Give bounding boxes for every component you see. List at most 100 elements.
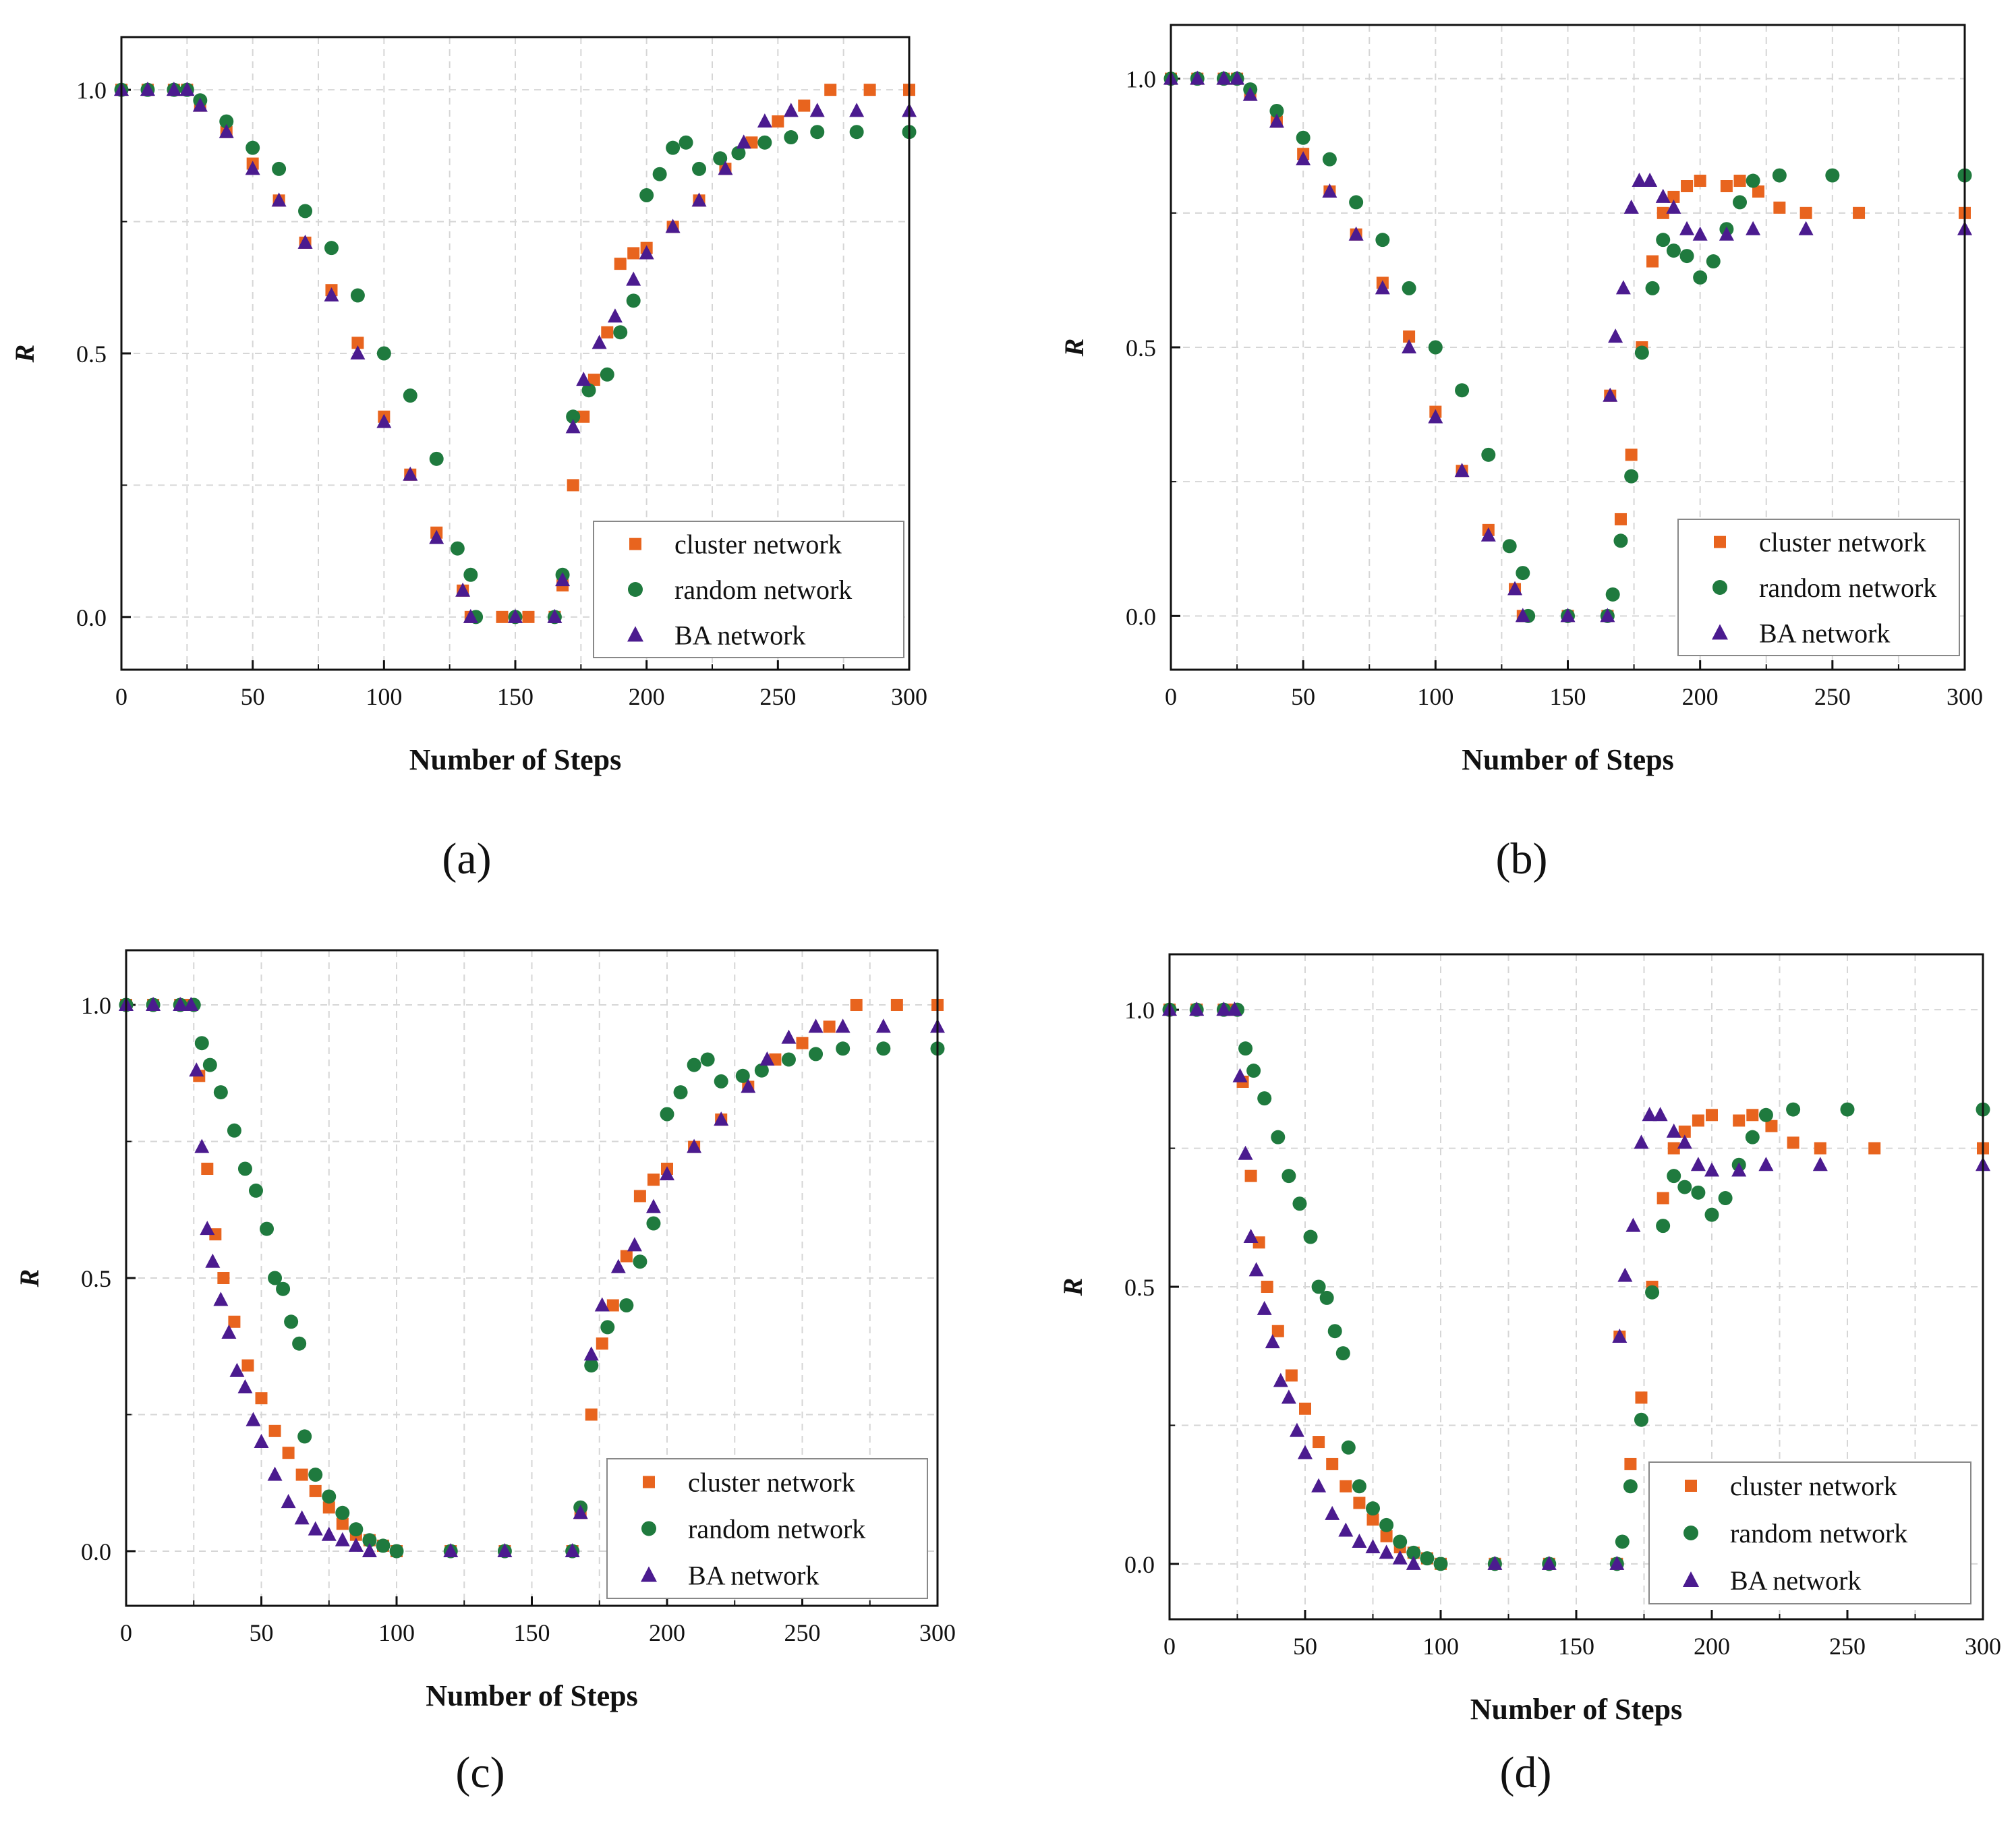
y-axis-title: R <box>14 1269 45 1288</box>
data-point-square <box>1868 1142 1881 1155</box>
data-point-square <box>282 1447 295 1459</box>
panel-caption: (b) <box>1496 834 1548 883</box>
data-point-circle <box>429 451 444 466</box>
data-point-circle <box>1455 383 1470 398</box>
data-point-triangle <box>213 1292 229 1306</box>
data-point-triangle <box>429 529 444 544</box>
y-tick-label: 0.5 <box>1126 335 1156 361</box>
data-point-triangle <box>783 103 799 117</box>
data-point-triangle <box>271 192 287 207</box>
data-point-circle <box>1269 103 1284 118</box>
data-point-circle <box>362 1533 377 1548</box>
legend-label: random network <box>674 575 852 605</box>
data-point-triangle <box>166 82 181 96</box>
data-point-circle <box>1693 270 1708 285</box>
legend-marker-triangle <box>1712 624 1728 640</box>
x-tick-label: 150 <box>514 1619 550 1646</box>
data-point-triangle <box>626 271 641 286</box>
x-tick-label: 300 <box>1947 683 1983 710</box>
data-point-triangle <box>335 1532 350 1546</box>
data-point-circle <box>600 367 614 382</box>
data-point-triangle <box>781 1029 797 1044</box>
data-point-triangle <box>1325 1505 1340 1520</box>
data-point-square <box>772 115 784 128</box>
data-point-square <box>1657 206 1669 219</box>
data-point-circle <box>1502 539 1517 554</box>
data-point-circle <box>1292 1196 1307 1211</box>
data-point-circle <box>1238 1041 1253 1056</box>
data-point-circle <box>1433 1557 1448 1571</box>
series-group <box>114 82 917 625</box>
data-point-square <box>606 1299 619 1312</box>
data-point-triangle <box>173 997 188 1011</box>
data-point-circle <box>1677 1180 1692 1194</box>
data-point-circle <box>1481 447 1496 462</box>
plot-frame <box>1170 24 1966 671</box>
data-point-square <box>1271 1325 1284 1337</box>
data-point-circle <box>1271 1130 1286 1144</box>
data-point-circle <box>1327 1324 1342 1339</box>
data-point-circle <box>219 114 234 129</box>
data-point-square <box>1681 180 1694 192</box>
legend-marker-triangle <box>641 1566 657 1582</box>
data-point-triangle <box>1189 1002 1205 1016</box>
y-tick-label: 0.0 <box>81 1538 111 1565</box>
data-point-square <box>1746 1109 1759 1122</box>
data-point-circle <box>646 1216 661 1231</box>
data-point-triangle <box>281 1494 296 1509</box>
panel-caption: (d) <box>1500 1748 1552 1797</box>
series-group <box>1162 1002 1990 1571</box>
data-point-circle <box>1311 1279 1326 1294</box>
legend-marker-square <box>629 538 641 550</box>
data-point-circle <box>566 409 581 424</box>
data-point-circle <box>810 125 825 140</box>
data-point-square <box>1787 1136 1799 1149</box>
data-point-square <box>336 1517 349 1530</box>
data-point-square <box>596 1337 608 1350</box>
data-point-triangle <box>1338 1522 1354 1537</box>
data-point-triangle <box>1311 1478 1327 1492</box>
data-point-triangle <box>1634 1134 1649 1149</box>
legend: cluster network random network BA network <box>606 1458 928 1599</box>
data-point-triangle <box>573 1505 588 1519</box>
data-point-square <box>1299 1402 1311 1415</box>
data-point-triangle <box>576 372 592 386</box>
data-point-triangle <box>592 335 607 349</box>
data-point-triangle <box>1322 183 1337 198</box>
data-point-circle <box>781 1052 796 1067</box>
data-point-triangle <box>1625 1217 1641 1232</box>
x-tick-label: 50 <box>241 683 265 710</box>
x-tick-label: 0 <box>115 683 127 710</box>
x-tick-label: 200 <box>649 1619 685 1646</box>
x-tick-label: 200 <box>629 683 665 710</box>
data-point-square <box>796 1037 809 1049</box>
data-point-triangle <box>687 1138 702 1153</box>
data-point-triangle <box>1731 1162 1747 1177</box>
data-point-triangle <box>555 572 571 587</box>
x-tick-label: 100 <box>378 1619 415 1646</box>
data-point-triangle <box>875 1018 891 1033</box>
data-point-triangle <box>294 1510 310 1525</box>
data-point-circle <box>735 1068 750 1083</box>
data-point-triangle <box>565 1543 580 1557</box>
data-point-triangle <box>610 1258 626 1273</box>
panel-d: 0 50 100 150 200 250 300 0.0 0.5 1.0 cluster netwo… <box>1058 953 2001 1797</box>
data-point-triangle <box>1655 188 1671 203</box>
series-group <box>1163 70 1972 623</box>
data-point-triangle <box>1289 1422 1304 1437</box>
data-point-circle <box>652 167 667 181</box>
data-point-circle <box>284 1314 299 1329</box>
data-point-circle <box>731 146 746 161</box>
data-point-triangle <box>1603 387 1618 402</box>
data-point-triangle <box>849 103 865 117</box>
data-point-circle <box>673 1085 688 1100</box>
legend-label: cluster network <box>674 529 842 560</box>
legend-label: BA network <box>1730 1565 1861 1596</box>
data-point-square <box>255 1392 268 1405</box>
data-point-circle <box>268 1271 283 1285</box>
data-point-triangle <box>1609 1555 1625 1570</box>
data-point-triangle <box>1238 1145 1253 1160</box>
panel-caption: (c) <box>455 1748 505 1797</box>
data-point-square <box>351 337 364 349</box>
data-point-triangle <box>1623 199 1639 214</box>
